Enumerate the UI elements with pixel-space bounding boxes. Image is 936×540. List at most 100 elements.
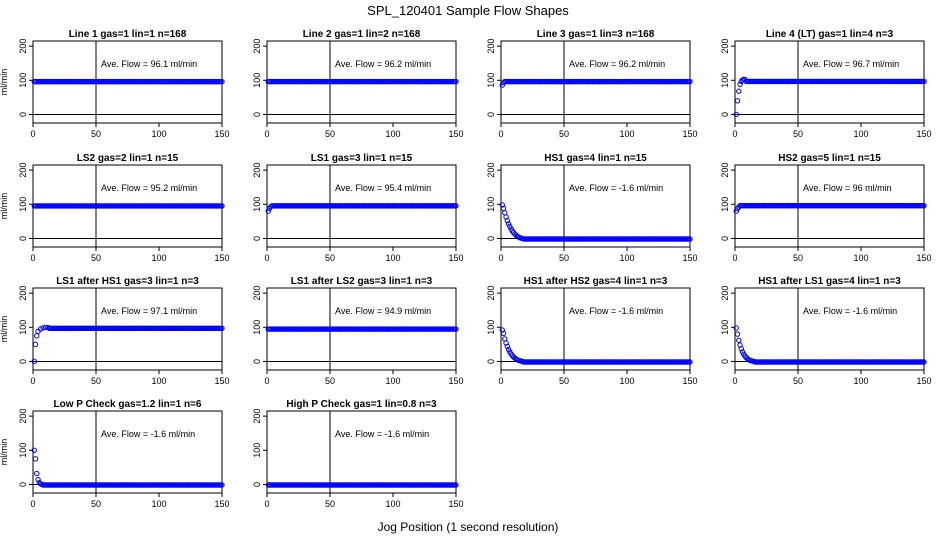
data-point xyxy=(219,203,225,209)
x-tick-label: 0 xyxy=(264,129,269,139)
x-tick-label: 0 xyxy=(264,253,269,263)
data-points xyxy=(733,76,927,118)
y-tick-label: 100 xyxy=(720,73,730,88)
y-tick-label: 200 xyxy=(720,163,730,178)
average-flow-annotation: Ave. Flow = 96 ml/min xyxy=(803,183,892,193)
data-point xyxy=(734,98,741,104)
average-flow-annotation: Ave. Flow = -1.6 ml/min xyxy=(569,183,663,193)
data-points xyxy=(31,324,225,365)
data-point xyxy=(31,447,37,453)
x-tick-label: 150 xyxy=(448,253,463,263)
data-point xyxy=(733,111,739,118)
y-tick-label: 0 xyxy=(486,359,496,364)
data-point xyxy=(37,326,44,332)
data-points xyxy=(733,202,927,214)
y-tick-label: 200 xyxy=(252,39,262,54)
average-flow-annotation: Ave. Flow = 95.4 ml/min xyxy=(335,183,431,193)
data-point xyxy=(32,341,39,348)
x-tick-label: 100 xyxy=(151,129,166,139)
figure-xlabel: Jog Position (1 second resolution) xyxy=(378,520,559,534)
data-point xyxy=(734,331,741,337)
y-tick-label: 0 xyxy=(18,112,28,117)
x-tick-label: 50 xyxy=(793,376,803,386)
data-point xyxy=(35,476,41,483)
x-tick-label: 50 xyxy=(325,499,335,509)
x-tick-label: 0 xyxy=(732,129,737,139)
x-tick-label: 100 xyxy=(385,499,400,509)
panel-title: HS1 after LS1 gas=4 lin=1 n=3 xyxy=(758,276,901,287)
average-flow-annotation: Ave. Flow = 97.1 ml/min xyxy=(101,306,197,316)
x-tick-label: 150 xyxy=(214,129,229,139)
data-point xyxy=(453,203,459,209)
x-tick-label: 100 xyxy=(619,253,634,263)
x-tick-label: 100 xyxy=(619,129,634,139)
data-point xyxy=(34,470,40,477)
y-tick-label: 200 xyxy=(18,39,28,54)
panel-2: Line 2 gas=1 lin=2 n=168 0 50 100 150 0 100 200… xyxy=(252,29,464,139)
data-points xyxy=(499,78,693,88)
data-point xyxy=(736,88,742,94)
average-flow-annotation: Ave. Flow = -1.6 ml/min xyxy=(803,306,897,316)
y-tick-label: 100 xyxy=(486,320,496,335)
x-tick-label: 50 xyxy=(559,376,569,386)
average-flow-annotation: Ave. Flow = 96.1 ml/min xyxy=(101,59,197,69)
y-tick-label: 100 xyxy=(720,320,730,335)
x-tick-label: 100 xyxy=(151,253,166,263)
panel-1: Line 1 gas=1 lin=1 n=168 0 50 100 150 0 100 200… xyxy=(0,29,230,139)
panel-title: Line 3 gas=1 lin=3 n=168 xyxy=(537,29,655,40)
data-point xyxy=(34,333,40,339)
x-tick-label: 0 xyxy=(264,376,269,386)
x-tick-label: 150 xyxy=(916,129,931,139)
average-flow-annotation: Ave. Flow = -1.6 ml/min xyxy=(569,306,663,316)
data-point xyxy=(921,202,927,209)
y-tick-label: 0 xyxy=(720,236,730,241)
x-tick-label: 150 xyxy=(214,253,229,263)
y-tick-label: 100 xyxy=(252,73,262,88)
panel-3: Line 3 gas=1 lin=3 n=168 0 50 100 150 0 100 200… xyxy=(486,29,698,139)
data-point xyxy=(738,346,744,352)
x-tick-label: 150 xyxy=(448,129,463,139)
x-tick-label: 150 xyxy=(214,376,229,386)
x-tick-label: 100 xyxy=(853,129,868,139)
y-tick-label: 0 xyxy=(252,112,262,117)
panel-title: Line 2 gas=1 lin=2 n=168 xyxy=(303,29,421,40)
panel-title: LS2 gas=2 lin=1 n=15 xyxy=(77,153,179,164)
panel-title: HS1 after HS2 gas=4 lin=1 n=3 xyxy=(524,276,668,287)
y-axis-label: ml/min xyxy=(0,69,9,96)
y-tick-label: 200 xyxy=(486,163,496,178)
panel-8: HS2 gas=5 lin=1 n=15 0 50 100 150 0 100 200 Ave.… xyxy=(720,153,932,263)
y-tick-label: 200 xyxy=(486,286,496,301)
data-point xyxy=(499,327,505,333)
data-point xyxy=(453,326,459,332)
y-tick-label: 0 xyxy=(252,236,262,241)
x-tick-label: 0 xyxy=(498,376,503,386)
x-tick-label: 0 xyxy=(732,253,737,263)
data-point xyxy=(687,236,693,242)
x-tick-label: 100 xyxy=(853,376,868,386)
figure-title: SPL_120401 Sample Flow Shapes xyxy=(367,3,569,18)
y-axis-label: ml/min xyxy=(0,439,9,466)
y-tick-label: 200 xyxy=(18,409,28,424)
y-tick-label: 0 xyxy=(252,482,262,487)
data-point xyxy=(219,482,225,488)
average-flow-annotation: Ave. Flow = -1.6 ml/min xyxy=(335,429,429,439)
y-tick-label: 200 xyxy=(252,409,262,424)
x-tick-label: 100 xyxy=(619,376,634,386)
y-tick-label: 100 xyxy=(18,320,28,335)
y-tick-label: 0 xyxy=(486,236,496,241)
panel-title: Line 4 (LT) gas=1 lin=4 n=3 xyxy=(766,29,894,40)
data-point xyxy=(687,78,693,85)
x-tick-label: 150 xyxy=(682,376,697,386)
data-points xyxy=(31,78,225,85)
data-points xyxy=(733,325,927,365)
x-tick-label: 50 xyxy=(793,253,803,263)
panel-9: LS1 after HS1 gas=3 lin=1 n=3 0 50 100 150 0 1… xyxy=(0,276,230,386)
x-tick-label: 50 xyxy=(325,129,335,139)
y-tick-label: 200 xyxy=(252,163,262,178)
data-point xyxy=(733,325,739,331)
y-axis-label: ml/min xyxy=(0,193,9,220)
y-axis-label: ml/min xyxy=(0,316,9,343)
data-points xyxy=(265,78,459,85)
data-points xyxy=(31,447,225,488)
x-tick-label: 0 xyxy=(30,129,35,139)
